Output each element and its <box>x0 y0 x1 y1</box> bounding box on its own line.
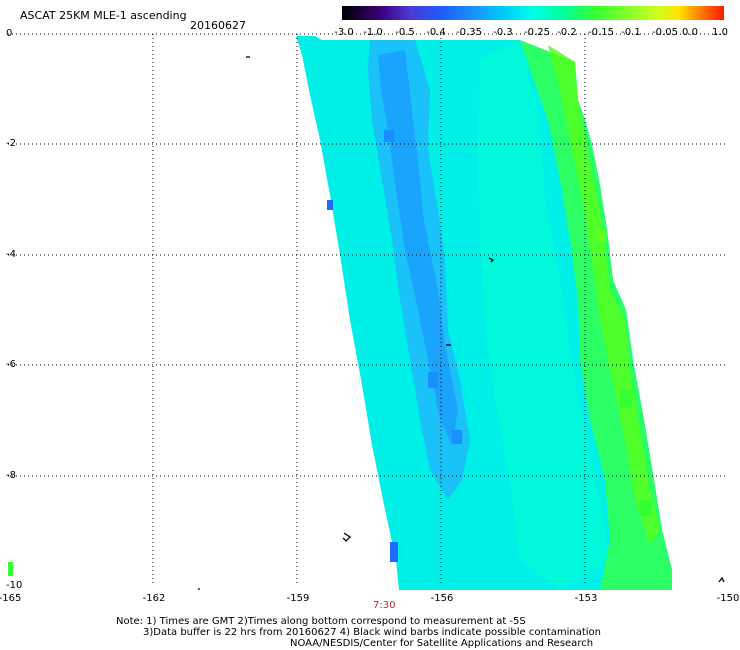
note-line-3: NOAA/NESDIS/Center for Satellite Applica… <box>290 638 594 649</box>
note-line-1: Note: 1) Times are GMT 2)Times along bot… <box>116 616 526 627</box>
contamination-barbs <box>198 56 725 590</box>
lat-lon-grid <box>8 33 728 586</box>
y-axis-label: -8 <box>6 470 16 481</box>
colorbar-label: -0.3 <box>493 27 513 38</box>
x-axis-label: -165 <box>0 593 22 604</box>
y-axis-label: -6 <box>6 359 16 370</box>
y-axis-label: -4 <box>6 249 16 260</box>
x-axis-label: -156 <box>430 593 454 604</box>
y-axis-label: 0 <box>6 28 13 39</box>
x-axis-label: -150 <box>716 593 740 604</box>
colorbar-label: -0.05 <box>652 27 678 38</box>
map-title: ASCAT 25KM MLE-1 ascending <box>20 9 187 22</box>
colorbar-label: -0.5 <box>395 27 415 38</box>
x-axis-label: -159 <box>286 593 310 604</box>
colorbar-label: -1.0 <box>363 27 383 38</box>
colorbar-label: -0.1 <box>621 27 641 38</box>
colorbar-label: -0.4 <box>426 27 446 38</box>
colorbar-label: 1.0 <box>712 27 728 38</box>
colorbar-label: 0.0 <box>682 27 698 38</box>
y-axis-label: -2 <box>6 138 16 149</box>
y-axis-label: -10 <box>6 580 23 591</box>
time-label: 7:30 <box>373 600 396 611</box>
colorbar-label: -0.15 <box>588 27 614 38</box>
note-line-2: 3)Data buffer is 22 hrs from 20160627 4)… <box>143 627 601 638</box>
x-axis-label: -162 <box>142 593 166 604</box>
colorbar-label: -0.25 <box>524 27 550 38</box>
wind-swath <box>296 36 672 590</box>
colorbar-label: -0.35 <box>456 27 482 38</box>
colorbar-label: -3.0 <box>334 27 354 38</box>
map-date: 20160627 <box>190 19 246 32</box>
colorbar <box>342 6 724 20</box>
x-axis-label: -153 <box>574 593 598 604</box>
colorbar-label: -0.2 <box>557 27 577 38</box>
color-swatch <box>8 562 13 576</box>
